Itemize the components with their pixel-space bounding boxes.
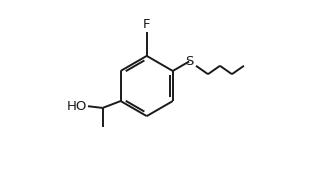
- Text: F: F: [143, 18, 151, 31]
- Text: HO: HO: [67, 100, 87, 113]
- Text: S: S: [185, 55, 193, 68]
